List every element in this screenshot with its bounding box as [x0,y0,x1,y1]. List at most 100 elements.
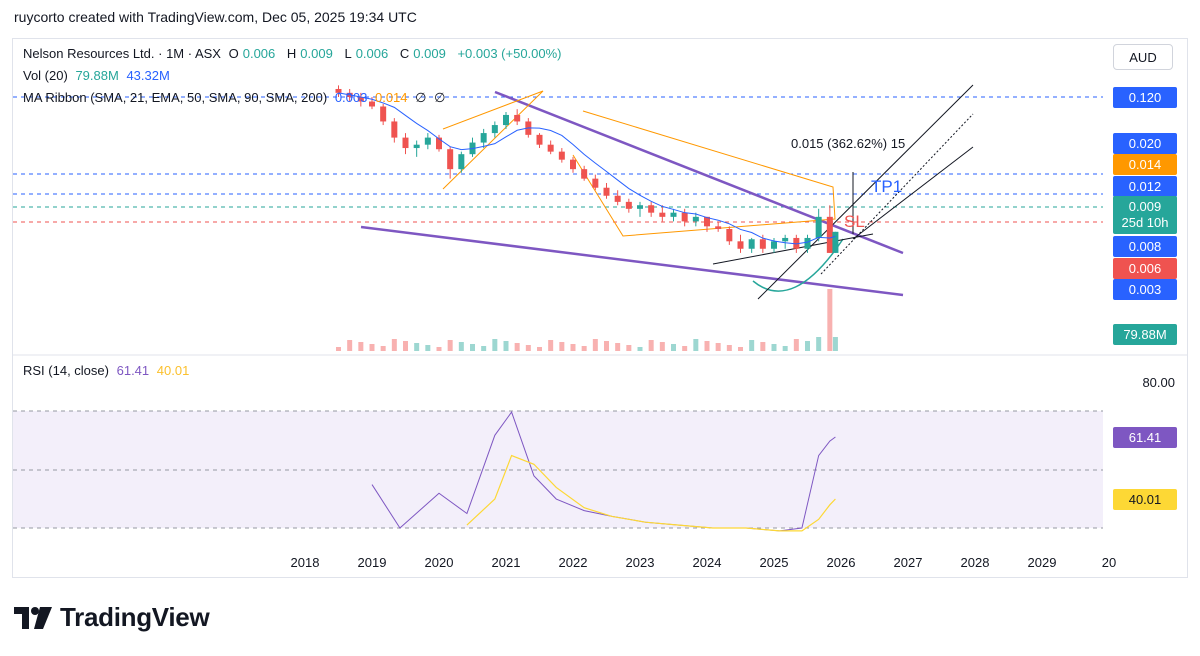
candle-body [748,239,755,249]
candle-body [681,212,688,222]
volume-bar [782,346,788,351]
candle-body [637,205,643,209]
currency-button[interactable]: AUD [1113,44,1173,70]
x-axis-label: 2028 [960,555,990,570]
candle-body [737,241,744,249]
volume-bar [715,343,721,351]
candle-body [826,216,833,253]
orange-flag [442,90,544,190]
volume-bar [816,337,822,351]
volume-bar [749,340,755,351]
x-axis-label: 2029 [1027,555,1057,570]
candle-body [815,216,822,238]
volume-bar [525,345,531,351]
candle-body [402,137,409,149]
candle-body [581,169,588,179]
candle-body [458,154,465,170]
candle-body [424,137,431,145]
volume-label: 79.88M [1113,324,1177,345]
rsi-legend-row: RSI (14, close) 61.41 40.01 [23,363,190,378]
volume-bar [805,341,810,351]
volume-bar [548,340,554,351]
volume-bar [447,340,453,351]
price-label-0003: 0.003 [1113,279,1177,300]
volume-bar [682,346,688,351]
flag-base [712,233,874,265]
candle-body [771,241,777,249]
volume-bar [537,347,542,351]
x-axis-label: 2018 [290,555,320,570]
price-chart-svg[interactable] [13,39,1188,578]
candle-body [503,114,509,126]
candle-body [625,201,632,209]
candle-body [648,205,655,213]
footer-brand-name: TradingView [60,602,210,632]
price-label-0012: 0.012 [1113,176,1177,197]
candle-body [804,237,811,249]
candle-body [436,137,442,150]
volume-bar [604,341,609,351]
fib-fan-3 [852,146,974,240]
x-axis-label: 2026 [826,555,856,570]
candle-body [369,101,375,107]
volume-bar [380,346,386,351]
volume-bar [425,345,431,351]
candle-body [603,187,610,196]
volume-bar [481,346,487,351]
volume-bar [659,342,665,351]
volume-bar [503,341,509,351]
ma-ribbon-legend-row: MA Ribbon (SMA, 21, EMA, 50, SMA, 90, SM… [23,90,446,105]
measure-annotation: 0.015 (362.62%) 15 [791,136,906,151]
x-axis-label: 2022 [558,555,588,570]
candle-body [480,133,487,143]
volume-bar [592,339,598,351]
last-price-label: 0.009 25d 10h [1113,196,1177,234]
candle-body [357,97,364,102]
ma-line-sma21 [338,92,836,245]
candle-body [335,88,342,93]
x-axis-label: 2019 [357,555,387,570]
x-axis-label: 2023 [625,555,655,570]
candle-body [715,226,722,230]
volume-bar [648,340,654,351]
volume-bar [671,344,676,351]
x-axis-label: 2024 [692,555,722,570]
rsi-ma-line [466,454,836,532]
downtrend-line-upper [494,90,904,255]
candle-body [447,149,454,170]
tradingview-logo-icon [14,606,52,629]
candle-body [391,121,398,138]
volume-bar [760,342,766,351]
chart-header-text: ruycorto created with TradingView.com, D… [14,9,417,25]
volume-bar [403,341,408,351]
volume-bar [559,342,565,351]
orange-channel [572,110,836,237]
candle-body [558,151,565,160]
x-axis-label: 2020 [424,555,454,570]
volume-bar [726,345,732,351]
x-axis-label: 2025 [759,555,789,570]
chart-frame[interactable]: AUD Nelson Resources Ltd. · 1M · ASX O 0.… [12,38,1188,578]
volume-bar [347,340,353,351]
downtrend-line-lower [360,225,904,297]
candle-body [536,134,543,145]
price-label-0008: 0.008 [1113,236,1177,257]
volume-bar [570,344,576,351]
price-label-0006: 0.006 [1113,258,1177,279]
fib-fan-1 [757,84,974,300]
candle-body [659,212,666,217]
candle-body [592,178,599,188]
cup-arc [752,238,844,292]
x-axis-label: 2027 [893,555,923,570]
sl-label: SL [844,212,865,231]
fib-fan-2 [820,113,974,275]
candle-body [692,216,699,222]
candle-body [793,237,800,249]
volume-bar [391,339,397,351]
volume-bar [615,343,621,351]
candle-body [704,216,710,227]
volume-bar [832,337,838,351]
volume-bar [336,347,341,351]
price-label-0014: 0.014 [1113,154,1177,175]
x-axis-label: 20 [1101,555,1117,570]
